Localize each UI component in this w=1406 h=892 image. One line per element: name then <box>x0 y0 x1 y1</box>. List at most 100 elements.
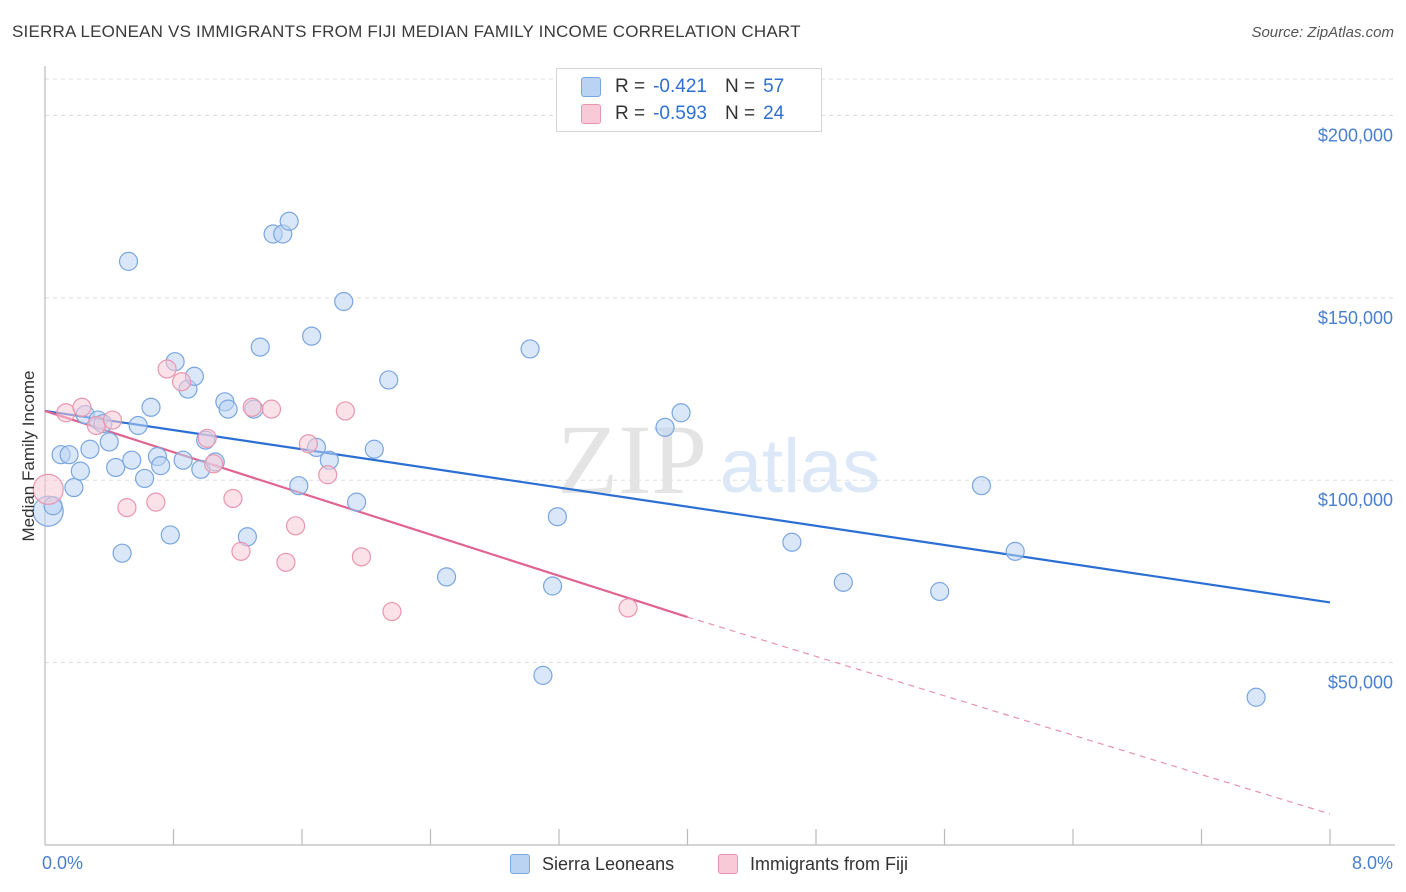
bottom-legend-item-sierra-leoneans[interactable]: Sierra Leoneans <box>510 852 674 876</box>
point-sierra-leonean[interactable] <box>64 477 84 498</box>
legend-n-value: 24 <box>763 103 785 124</box>
bottom-legend-label: Immigrants from Fiji <box>750 853 909 874</box>
point-immigrant-from-fiji[interactable] <box>157 359 177 379</box>
point-sierra-leonean[interactable] <box>379 370 399 390</box>
legend-r-label: R = <box>615 76 646 97</box>
legend-n-label: N = <box>724 103 756 124</box>
point-immigrant-from-fiji[interactable] <box>146 492 166 512</box>
point-sierra-leonean[interactable] <box>930 581 950 602</box>
point-sierra-leonean[interactable] <box>520 339 540 359</box>
trend-line-immigrants-from-fiji <box>44 409 688 619</box>
y-tick-label: $50,000 <box>1328 673 1393 693</box>
watermark: ZIP atlas <box>557 404 880 515</box>
point-sierra-leonean[interactable] <box>436 567 457 587</box>
point-sierra-leonean[interactable] <box>547 507 567 527</box>
point-immigrant-from-fiji[interactable] <box>197 428 217 448</box>
point-sierra-leonean[interactable] <box>250 337 270 357</box>
legend-r-value: -0.593 <box>653 103 707 124</box>
point-immigrant-from-fiji[interactable] <box>261 399 282 419</box>
trend-lines <box>44 409 1331 815</box>
trend-line-extension-immigrants-from-fiji <box>687 616 1331 815</box>
point-immigrant-from-fiji[interactable] <box>285 516 306 536</box>
legend-row-immigrants-from-fiji: R = -0.593 N = 24 <box>581 101 784 127</box>
bottom-legend-item-immigrants-from-fiji[interactable]: Immigrants from Fiji <box>718 852 908 876</box>
bottom-legend-swatch-blue <box>510 854 530 874</box>
legend-n-label: N = <box>724 76 756 97</box>
point-immigrant-from-fiji[interactable] <box>276 552 296 572</box>
y-tick-label: $100,000 <box>1318 490 1393 510</box>
point-sierra-leonean[interactable] <box>347 492 367 512</box>
point-sierra-leonean[interactable] <box>122 450 142 470</box>
y-tick-label: $150,000 <box>1318 308 1393 328</box>
source-label: Source: ZipAtlas.com <box>1251 24 1394 41</box>
legend-r-value: -0.421 <box>653 76 707 97</box>
point-immigrant-from-fiji[interactable] <box>32 473 64 505</box>
point-sierra-leonean[interactable] <box>59 445 79 465</box>
point-sierra-leonean[interactable] <box>128 415 148 436</box>
point-sierra-leonean[interactable] <box>364 439 384 459</box>
point-sierra-leonean[interactable] <box>542 576 563 596</box>
trend-line-sierra-leoneans <box>44 409 1331 604</box>
point-immigrant-from-fiji[interactable] <box>171 372 192 392</box>
point-sierra-leonean[interactable] <box>134 468 155 489</box>
point-sierra-leonean[interactable] <box>334 291 354 312</box>
point-sierra-leonean[interactable] <box>141 397 161 417</box>
legend-swatch-pink <box>581 104 601 124</box>
point-immigrant-from-fiji[interactable] <box>351 547 372 567</box>
point-sierra-leonean[interactable] <box>106 457 126 478</box>
point-immigrant-from-fiji[interactable] <box>86 415 107 436</box>
point-sierra-leonean[interactable] <box>173 450 193 470</box>
x-tick-labels: 0.0% 8.0% <box>42 853 1393 873</box>
point-sierra-leonean[interactable] <box>99 432 119 452</box>
point-sierra-leonean[interactable] <box>833 572 853 592</box>
point-sierra-leonean[interactable] <box>289 476 309 496</box>
point-immigrant-from-fiji[interactable] <box>117 497 137 518</box>
legend-swatch-blue <box>581 77 601 97</box>
point-sierra-leonean[interactable] <box>112 543 132 563</box>
point-sierra-leonean[interactable] <box>971 476 992 496</box>
point-immigrant-from-fiji[interactable] <box>382 601 402 622</box>
point-sierra-leonean[interactable] <box>218 399 238 419</box>
point-sierra-leonean[interactable] <box>782 532 802 552</box>
bottom-legend-label: Sierra Leoneans <box>542 853 675 874</box>
x-tick-label: 0.0% <box>42 853 83 873</box>
point-sierra-leonean[interactable] <box>151 456 171 476</box>
legend-row-sierra-leoneans: R = -0.421 N = 57 <box>581 74 784 100</box>
point-immigrant-from-fiji[interactable] <box>72 397 92 417</box>
watermark-zip: ZIP <box>557 404 707 515</box>
watermark-atlas: atlas <box>720 424 881 509</box>
y-tick-label: $200,000 <box>1318 125 1393 145</box>
point-sierra-leonean[interactable] <box>1005 541 1025 561</box>
y-tick-labels: $50,000 $100,000 $150,000 $200,000 <box>1318 125 1393 692</box>
point-immigrant-from-fiji[interactable] <box>335 401 355 421</box>
grid-lines <box>45 78 1395 664</box>
point-sierra-leonean[interactable] <box>302 326 322 346</box>
point-immigrant-from-fiji[interactable] <box>618 598 638 618</box>
bottom-legend-swatch-pink <box>718 854 738 874</box>
point-sierra-leonean[interactable] <box>118 251 139 271</box>
y-axis-label: Median Family Income <box>19 370 38 541</box>
point-sierra-leonean[interactable] <box>1246 687 1266 707</box>
series-immigrants-from-fiji <box>32 359 638 622</box>
correlation-legend: R = -0.421 N = 57 R = -0.593 N = 24 <box>556 68 822 132</box>
point-immigrant-from-fiji[interactable] <box>242 397 262 417</box>
point-immigrant-from-fiji[interactable] <box>298 434 319 454</box>
point-immigrant-from-fiji[interactable] <box>204 454 224 474</box>
point-sierra-leonean[interactable] <box>533 665 553 685</box>
point-sierra-leonean[interactable] <box>160 525 180 545</box>
point-immigrant-from-fiji[interactable] <box>102 410 123 430</box>
legend-r-label: R = <box>615 103 646 124</box>
point-sierra-leonean[interactable] <box>80 439 100 459</box>
chart-title: SIERRA LEONEAN VS IMMIGRANTS FROM FIJI M… <box>12 22 801 41</box>
point-sierra-leonean[interactable] <box>655 417 675 437</box>
x-tick-label: 8.0% <box>1352 853 1393 873</box>
point-immigrant-from-fiji[interactable] <box>56 403 76 423</box>
point-immigrant-from-fiji[interactable] <box>318 465 338 485</box>
point-immigrant-from-fiji[interactable] <box>231 541 251 561</box>
point-immigrant-from-fiji[interactable] <box>223 488 243 509</box>
point-sierra-leonean[interactable] <box>70 461 90 481</box>
axes <box>44 66 1395 846</box>
point-sierra-leonean[interactable] <box>671 403 691 423</box>
point-sierra-leonean[interactable] <box>279 211 299 231</box>
